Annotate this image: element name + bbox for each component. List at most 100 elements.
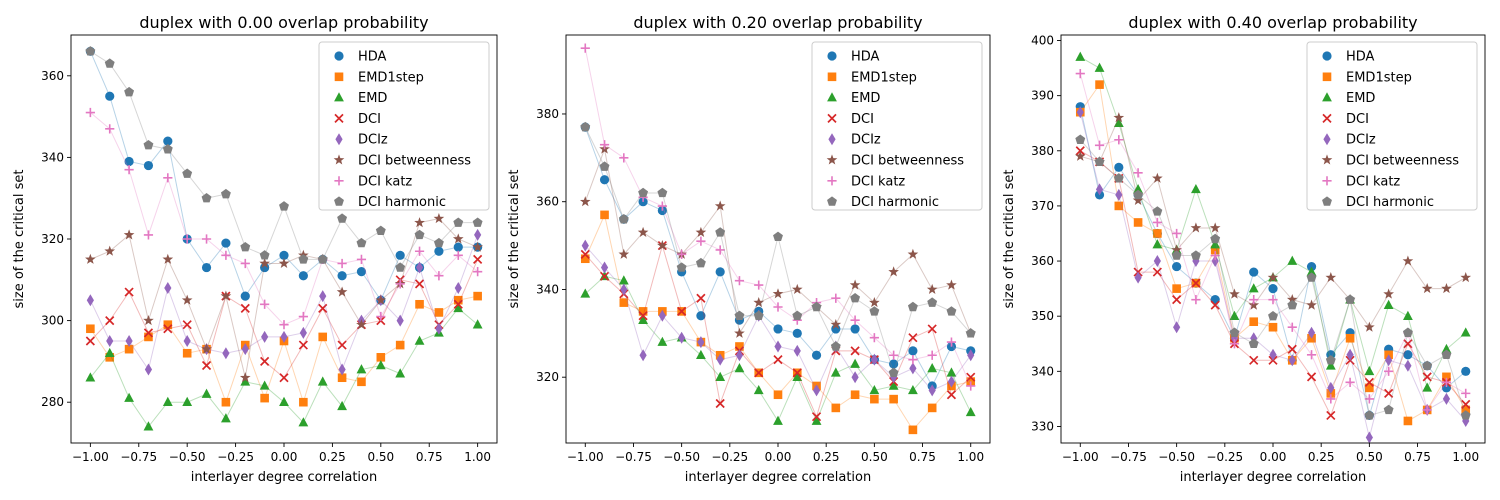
data-point <box>298 271 308 281</box>
data-point <box>850 293 861 303</box>
data-point <box>908 333 918 343</box>
data-point <box>164 281 172 294</box>
data-point <box>356 364 367 374</box>
data-point <box>580 249 590 259</box>
data-point <box>1383 288 1394 299</box>
data-point <box>85 107 95 118</box>
data-point <box>1209 222 1221 233</box>
data-point <box>221 413 231 423</box>
data-point <box>415 261 424 274</box>
data-point <box>850 390 860 400</box>
data-point <box>1442 392 1451 405</box>
data-point <box>754 280 764 290</box>
y-tick-label: 380 <box>536 107 559 121</box>
data-point <box>1306 266 1317 276</box>
data-point <box>1268 310 1278 321</box>
data-point <box>1172 261 1182 272</box>
data-point <box>279 320 289 330</box>
data-point <box>143 315 154 326</box>
data-point <box>125 335 133 347</box>
y-tick-label: 380 <box>1031 144 1054 158</box>
data-point <box>143 160 154 171</box>
data-point <box>966 381 976 391</box>
data-point <box>695 226 707 237</box>
data-point <box>472 217 483 227</box>
x-axis-label: interlayer degree correlation <box>191 470 377 485</box>
data-point <box>1441 343 1452 354</box>
data-point <box>909 362 917 375</box>
data-point <box>1288 354 1296 367</box>
legend-label: DCI betweenness <box>358 154 471 169</box>
legend-marker <box>827 113 837 124</box>
data-point <box>260 393 269 403</box>
data-point <box>1267 271 1279 283</box>
data-point <box>696 236 706 246</box>
data-point <box>599 140 610 150</box>
x-tick-label: −0.25 <box>711 450 748 464</box>
data-point <box>395 368 406 378</box>
data-point <box>453 250 463 260</box>
data-point <box>220 290 232 301</box>
data-point <box>434 271 444 281</box>
data-point <box>1345 377 1355 387</box>
y-tick-label: 330 <box>1031 419 1054 433</box>
y-tick-label: 320 <box>536 370 559 384</box>
data-point <box>657 201 667 211</box>
data-point <box>1461 388 1471 398</box>
data-point <box>657 336 668 346</box>
data-point <box>1229 339 1240 349</box>
data-point <box>1248 338 1259 348</box>
data-point <box>1422 382 1433 392</box>
y-tick-label: 360 <box>41 69 64 83</box>
data-point <box>1190 250 1201 260</box>
data-point <box>414 279 425 289</box>
data-point <box>1327 381 1335 394</box>
data-point <box>1403 416 1413 426</box>
data-point <box>1152 172 1163 183</box>
data-point <box>1403 310 1413 320</box>
data-point <box>908 384 918 395</box>
data-point <box>182 396 193 406</box>
data-point <box>395 250 405 260</box>
x-tick-label: 0.00 <box>1260 450 1287 464</box>
data-point <box>1402 327 1413 337</box>
data-point <box>105 124 115 134</box>
y-tick-label: 370 <box>1031 199 1054 213</box>
data-point <box>619 298 629 307</box>
data-point <box>927 350 937 360</box>
data-point <box>870 394 879 404</box>
data-point <box>1152 217 1162 228</box>
data-point <box>1268 284 1278 294</box>
data-point <box>907 301 918 312</box>
data-point <box>947 375 956 388</box>
data-point <box>811 412 822 422</box>
data-point <box>259 250 270 260</box>
legend-label: EMD <box>358 91 387 106</box>
data-point <box>1306 272 1317 282</box>
data-point <box>105 315 115 326</box>
data-point <box>715 245 725 255</box>
data-point <box>579 196 591 207</box>
data-point <box>356 237 367 248</box>
legend-label: DCIz <box>358 133 388 148</box>
legend-label: HDA <box>851 50 880 65</box>
data-point <box>946 390 957 400</box>
data-point <box>1094 156 1105 167</box>
data-point <box>618 248 630 259</box>
y-tick-label: 350 <box>1031 309 1054 323</box>
data-point <box>1171 250 1182 260</box>
data-point <box>298 340 308 350</box>
x-tick-label: 0.25 <box>1308 450 1335 464</box>
data-point <box>888 380 899 390</box>
data-point <box>318 303 328 313</box>
data-point <box>1075 68 1085 79</box>
y-tick-label: 320 <box>41 232 64 246</box>
data-point <box>1364 377 1374 387</box>
data-point <box>811 301 822 312</box>
data-point <box>734 327 745 338</box>
data-point <box>1345 333 1355 343</box>
data-point <box>830 318 842 330</box>
data-point <box>414 217 425 228</box>
data-point <box>279 250 289 260</box>
data-point <box>1287 299 1298 310</box>
